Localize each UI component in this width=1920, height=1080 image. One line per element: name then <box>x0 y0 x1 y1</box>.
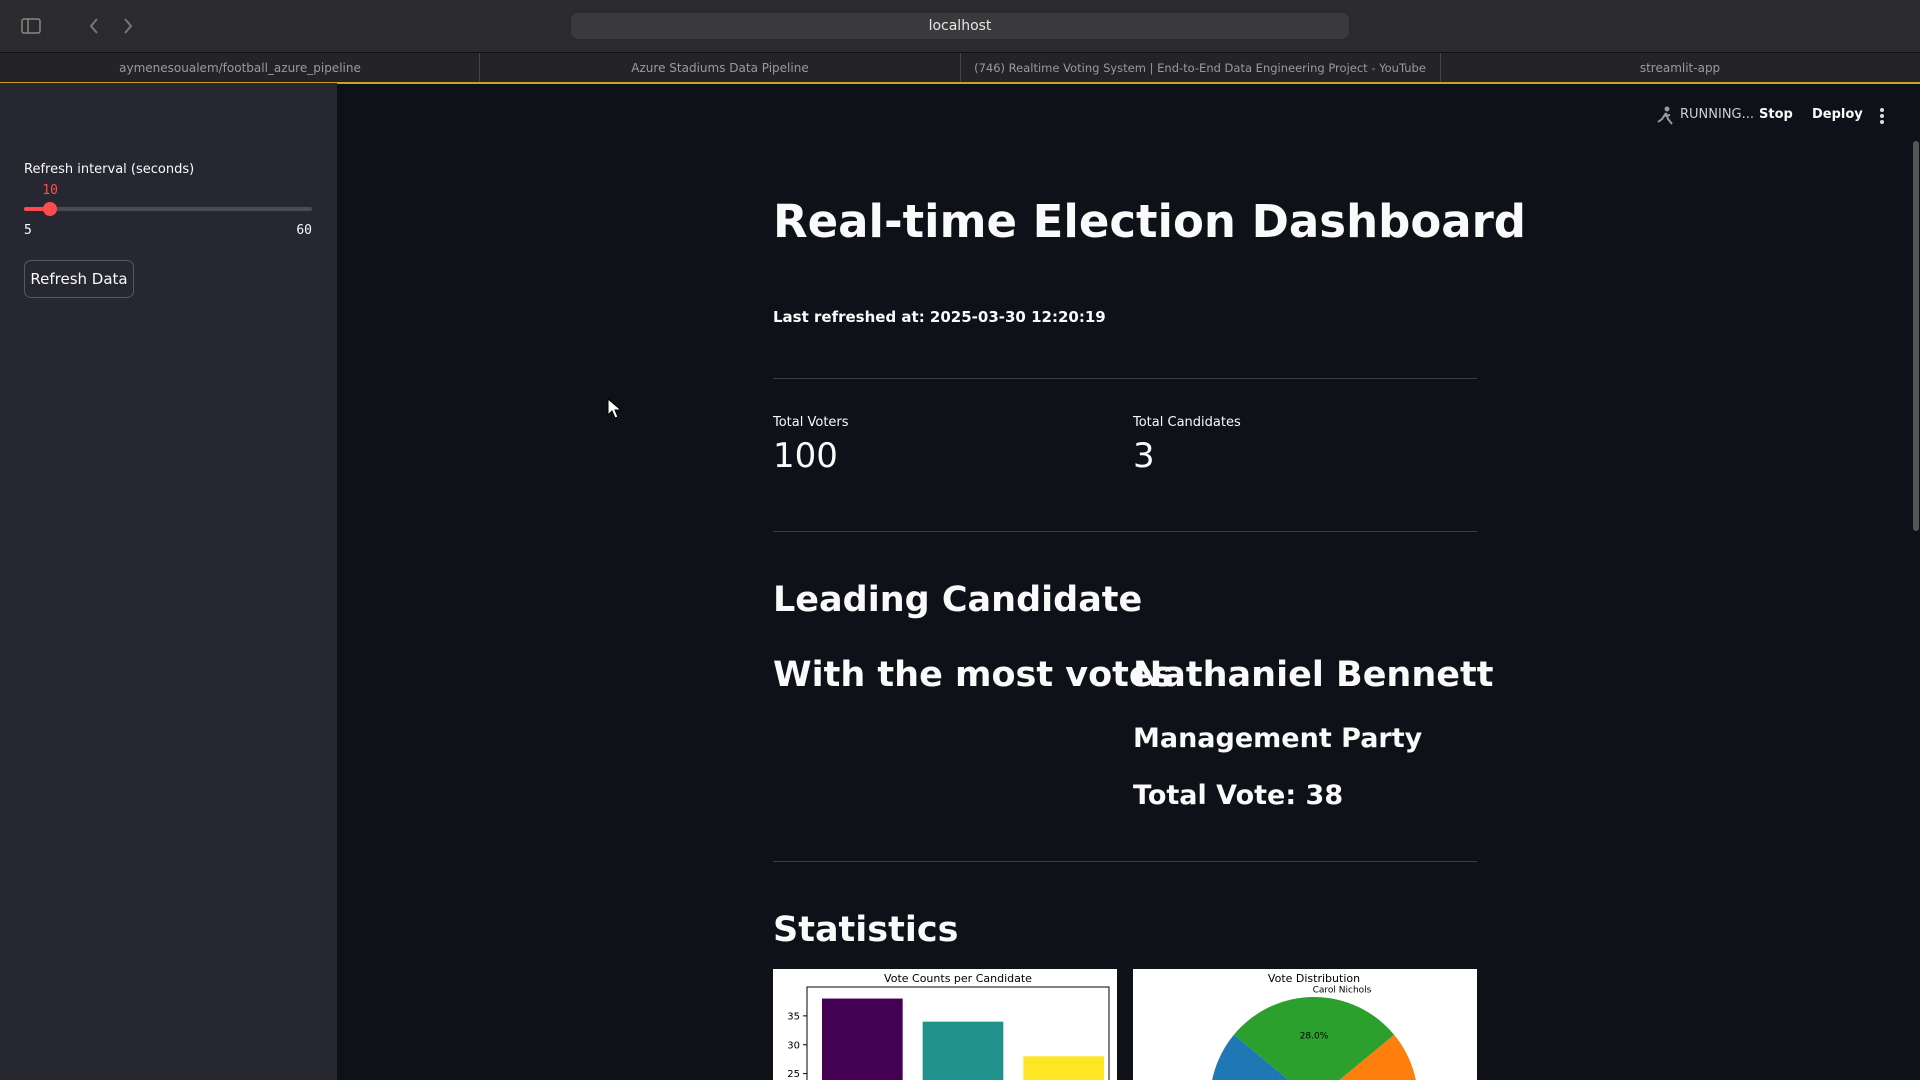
slider-min: 5 <box>24 223 32 238</box>
leader-name: Nathaniel Bennett <box>1133 655 1494 695</box>
slider-label: Refresh interval (seconds) <box>24 162 195 177</box>
bar-chart: Vote Counts per Candidate 25 30 35 <box>787 972 1110 1080</box>
axes-frame <box>806 986 1110 1080</box>
slider[interactable]: 10 5 60 <box>24 183 312 243</box>
pie-slice <box>1233 997 1395 1080</box>
page-title: Real-time Election Dashboard <box>773 195 1527 248</box>
slice-value-label: 28.0% <box>1300 1032 1329 1042</box>
section-heading: Statistics <box>773 910 959 950</box>
slider-max: 60 <box>296 223 312 238</box>
refresh-button[interactable]: Refresh Data <box>24 260 134 298</box>
tab-separator <box>479 53 480 82</box>
browser-toolbar: localhost <box>0 0 1920 52</box>
y-tick-label: 35 <box>787 1011 800 1022</box>
y-tick-label: 25 <box>787 1069 800 1080</box>
tab-separator <box>960 53 961 82</box>
slider-fill <box>24 207 51 211</box>
tab[interactable]: aymenesoualem/football_azure_pipeline <box>119 61 361 75</box>
slider-value: 10 <box>42 183 58 198</box>
address-bar[interactable]: localhost <box>571 13 1349 39</box>
cursor <box>607 398 623 419</box>
leader-votes: Total Vote: 38 <box>1133 780 1344 811</box>
deploy-button[interactable]: Deploy <box>1812 107 1863 122</box>
url: localhost <box>928 18 992 34</box>
bar <box>822 998 903 1080</box>
stop-button[interactable]: Stop <box>1759 107 1793 122</box>
metric-label: Total Voters <box>773 415 849 430</box>
tab[interactable]: streamlit-app <box>1639 61 1721 75</box>
section-heading: Leading Candidate <box>773 580 1143 620</box>
menu-button[interactable] <box>1876 106 1888 126</box>
divider <box>773 531 1477 532</box>
chart-title: Vote Distribution <box>1268 972 1360 985</box>
scrollbar[interactable] <box>1913 141 1919 531</box>
slice-label: Carol Nichols <box>1313 986 1372 996</box>
slider-thumb[interactable] <box>43 202 58 216</box>
slider-track <box>24 207 312 211</box>
metric-label: Total Candidates <box>1133 415 1241 430</box>
bar <box>922 1021 1004 1080</box>
bar <box>1023 1056 1104 1080</box>
leader-party: Management Party <box>1133 723 1423 754</box>
pie-slice <box>1339 1034 1416 1080</box>
metric-value: 100 <box>773 436 838 476</box>
nav-icons <box>21 18 133 34</box>
chart-title: Vote Counts per Candidate <box>884 972 1032 985</box>
running-icon <box>1656 106 1674 126</box>
metric-value: 3 <box>1133 436 1155 476</box>
subheading: With the most votes <box>773 655 1174 695</box>
sidebar: Refresh interval (seconds) 10 5 60 Refre… <box>0 83 337 1080</box>
divider <box>773 378 1477 379</box>
last-refreshed: Last refreshed at: 2025-03-30 12:20:19 <box>773 308 1106 326</box>
tab-separator <box>1440 53 1441 82</box>
divider <box>773 861 1477 862</box>
tab[interactable]: (746) Realtime Voting System | End-to-En… <box>974 61 1426 75</box>
status: RUNNING... <box>1680 107 1755 122</box>
tab[interactable]: Azure Stadiums Data Pipeline <box>631 61 809 75</box>
tab-bar: aymenesoualem/football_azure_pipeline Az… <box>0 52 1920 84</box>
y-tick-label: 30 <box>787 1040 800 1051</box>
pie-slice <box>1212 1034 1289 1080</box>
